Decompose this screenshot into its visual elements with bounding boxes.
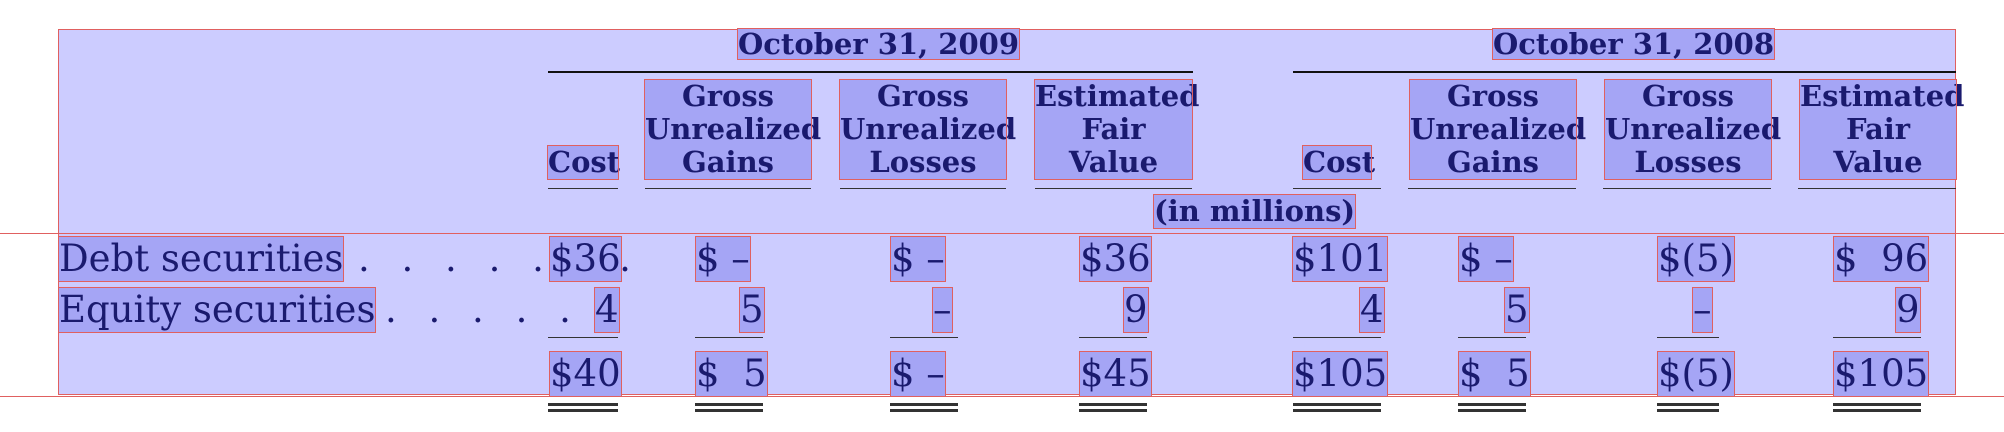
col-header-cost-2008: Cost: [1302, 145, 1376, 180]
total-double-rule: [695, 403, 763, 412]
subtotal-rule: [695, 337, 763, 338]
col-header-gains-2008: Gross Unrealized Gains: [1409, 79, 1587, 180]
subtotal-rule: [1657, 337, 1719, 338]
cell-equity-fair-2009: 9: [1123, 287, 1149, 333]
units-caption: (in millions): [1152, 194, 1357, 229]
cell-equity-gains-2009: 5: [739, 287, 765, 333]
total-double-rule: [1293, 403, 1381, 412]
cell-equity-gains-2008: 5: [1504, 287, 1530, 333]
guide-line-bottom: [0, 396, 2004, 397]
total-fair-2009: $45: [1079, 351, 1152, 397]
cell-equity-cost-2009: 4: [594, 287, 620, 333]
total-double-rule: [1657, 403, 1719, 412]
subtotal-rule: [1079, 337, 1147, 338]
total-gains-2009: $ 5: [695, 351, 768, 397]
total-double-rule: [548, 403, 618, 412]
period-rule-2008: [1293, 71, 1956, 73]
total-double-rule: [890, 403, 958, 412]
col-header-losses-2009: Gross Unrealized Losses: [839, 79, 1017, 180]
header-rule: [1603, 188, 1771, 189]
cell-debt-cost-2009: $36: [549, 236, 622, 282]
col-header-losses-2008: Gross Unrealized Losses: [1604, 79, 1782, 180]
total-double-rule: [1458, 403, 1526, 412]
header-rule: [548, 188, 618, 189]
col-header-fair-2009: Estimated Fair Value: [1034, 79, 1200, 180]
header-rule: [1035, 188, 1192, 189]
cell-debt-fair-2009: $36: [1079, 236, 1152, 282]
period-rule-2009: [548, 71, 1193, 73]
cell-debt-losses-2008: $(5): [1657, 236, 1735, 282]
header-rule: [645, 188, 811, 189]
total-gains-2008: $ 5: [1458, 351, 1531, 397]
header-rule: [840, 188, 1006, 189]
col-header-gains-2009: Gross Unrealized Gains: [644, 79, 822, 180]
row-label-debt: Debt securities: [57, 236, 345, 282]
header-rule: [1798, 188, 1956, 189]
subtotal-rule: [890, 337, 958, 338]
cell-debt-losses-2009: $ –: [890, 236, 946, 282]
period-header-2008: October 31, 2008: [1491, 27, 1776, 61]
header-rule: [1408, 188, 1576, 189]
cell-debt-gains-2008: $ –: [1458, 236, 1514, 282]
cell-equity-losses-2009: –: [932, 287, 953, 333]
cell-equity-losses-2008: –: [1692, 287, 1713, 333]
total-cost-2009: $40: [549, 351, 622, 397]
leader-dots: . . . . . .: [385, 288, 625, 331]
total-losses-2009: $ –: [890, 351, 946, 397]
row-label-equity: Equity securities: [57, 287, 377, 333]
cell-debt-gains-2009: $ –: [695, 236, 751, 282]
cell-debt-cost-2008: $101: [1291, 236, 1389, 282]
col-header-fair-2008: Estimated Fair Value: [1799, 79, 1965, 180]
total-double-rule: [1079, 403, 1147, 412]
subtotal-rule: [1458, 337, 1526, 338]
header-rule: [1293, 188, 1381, 189]
subtotal-rule: [1833, 337, 1921, 338]
guide-line-top: [0, 233, 2004, 234]
subtotal-rule: [548, 337, 618, 338]
total-double-rule: [1833, 403, 1921, 412]
cell-equity-fair-2008: 9: [1895, 287, 1921, 333]
total-cost-2008: $105: [1291, 351, 1389, 397]
col-header-cost-2009: Cost: [547, 145, 621, 180]
cell-equity-cost-2008: 4: [1359, 287, 1385, 333]
cell-debt-fair-2008: $ 96: [1832, 236, 1930, 282]
subtotal-rule: [1293, 337, 1381, 338]
period-header-2009: October 31, 2009: [736, 27, 1021, 61]
total-losses-2008: $(5): [1657, 351, 1735, 397]
total-fair-2008: $105: [1832, 351, 1930, 397]
